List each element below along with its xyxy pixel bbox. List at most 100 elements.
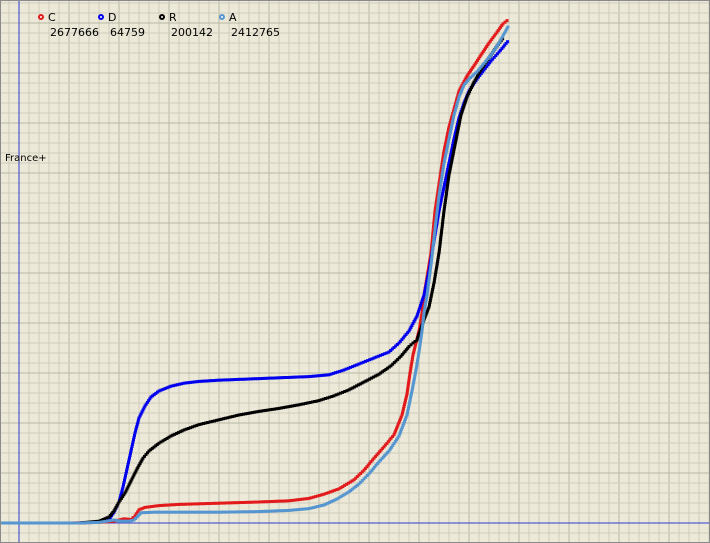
point-c — [331, 489, 335, 493]
point-a — [491, 50, 495, 54]
point-r — [477, 72, 481, 76]
point-r — [434, 270, 438, 274]
point-a — [270, 509, 274, 513]
point-d — [130, 447, 133, 451]
point-r — [432, 283, 435, 287]
point-d — [450, 148, 454, 152]
point-c — [354, 476, 358, 480]
point-a — [70, 521, 74, 525]
point-a — [255, 510, 259, 514]
point-c — [322, 492, 326, 496]
point-r — [208, 420, 212, 424]
point-c — [131, 516, 135, 520]
point-r — [470, 84, 474, 88]
point-r — [228, 415, 232, 419]
point-d — [389, 349, 393, 352]
point-a — [148, 510, 152, 514]
point-a — [439, 181, 443, 185]
point-c — [213, 501, 217, 505]
point-c — [474, 60, 478, 64]
point-r — [451, 152, 455, 156]
point-a — [88, 521, 92, 525]
point-c — [366, 463, 370, 467]
point-r — [127, 483, 131, 487]
point-c — [431, 227, 435, 231]
point-c — [505, 19, 509, 23]
point-r — [437, 251, 441, 255]
point-a — [48, 521, 52, 525]
point-r — [380, 370, 384, 374]
point-d — [423, 289, 427, 293]
point-c — [412, 349, 416, 353]
point-r — [459, 113, 463, 117]
point-a — [431, 247, 435, 251]
point-a — [244, 510, 248, 514]
point-c — [221, 501, 225, 505]
point-c — [409, 367, 413, 370]
point-a — [106, 519, 110, 523]
point-a — [241, 510, 245, 514]
point-r — [124, 489, 128, 493]
point-c — [311, 495, 315, 499]
legend-count-r: 200142 — [171, 26, 213, 39]
point-d — [201, 379, 205, 383]
point-a — [435, 209, 439, 213]
point-a — [410, 387, 414, 391]
point-a — [448, 133, 452, 137]
point-r — [182, 428, 186, 432]
point-c — [244, 500, 248, 504]
point-c — [181, 502, 185, 506]
point-c — [450, 116, 453, 120]
point-c — [408, 371, 412, 375]
point-c — [420, 313, 424, 317]
point-c — [386, 440, 390, 444]
point-c — [476, 58, 479, 62]
point-r — [397, 356, 401, 360]
point-c — [500, 24, 504, 27]
point-a — [1, 521, 5, 525]
point-a — [219, 510, 223, 514]
point-a — [456, 100, 460, 103]
point-a — [432, 236, 436, 240]
point-r — [233, 414, 237, 418]
point-d — [401, 336, 405, 340]
point-c — [157, 504, 161, 508]
point-d — [136, 420, 140, 424]
point-r — [394, 359, 398, 363]
point-d — [184, 381, 188, 385]
point-r — [157, 441, 161, 445]
point-c — [435, 193, 439, 197]
point-c — [333, 488, 337, 492]
point-a — [438, 187, 442, 191]
point-a — [447, 137, 451, 141]
point-a — [398, 432, 402, 436]
point-a — [437, 196, 441, 200]
legend-marker-r — [159, 14, 165, 20]
point-r — [466, 93, 470, 97]
legend-count-a: 2412765 — [231, 26, 280, 39]
point-r — [362, 380, 366, 384]
point-d — [180, 382, 184, 386]
point-c — [492, 34, 496, 38]
point-c — [432, 225, 435, 228]
point-a — [163, 510, 167, 514]
point-c — [456, 91, 460, 95]
point-a — [443, 155, 447, 158]
point-r — [436, 255, 440, 259]
point-r — [136, 465, 140, 469]
point-d — [445, 172, 449, 176]
point-a — [405, 413, 409, 417]
point-a — [50, 521, 54, 525]
point-d — [451, 141, 455, 145]
point-d — [188, 380, 192, 384]
point-r — [443, 201, 447, 204]
point-c — [465, 74, 469, 78]
point-c — [484, 46, 488, 50]
point-a — [39, 521, 43, 525]
point-c — [369, 460, 373, 464]
point-r — [402, 351, 406, 355]
point-a — [343, 492, 347, 496]
point-c — [439, 167, 443, 171]
point-a — [434, 223, 437, 227]
point-c — [141, 506, 145, 510]
